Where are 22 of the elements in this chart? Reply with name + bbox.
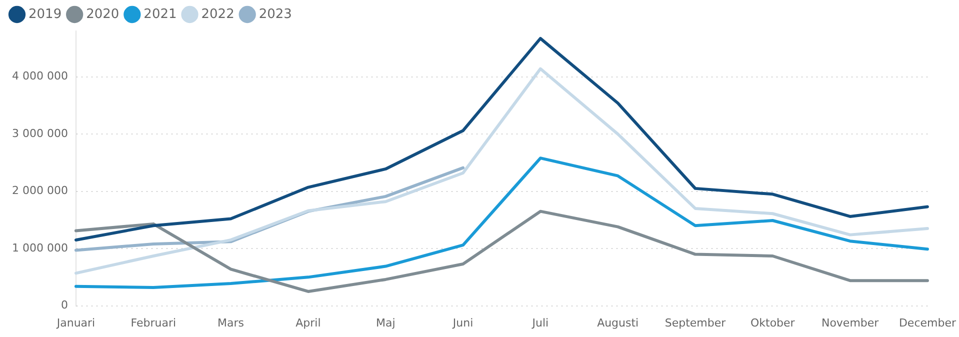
y-tick-label: 0 xyxy=(60,298,68,312)
x-tick-label: Maj xyxy=(376,316,396,330)
x-tick-label: September xyxy=(664,316,726,330)
x-tick-label: November xyxy=(821,316,880,330)
legend-label: 2019 xyxy=(28,6,62,22)
legend-label: 2020 xyxy=(86,6,120,22)
x-tick-label: Juli xyxy=(531,316,549,330)
x-tick-label: April xyxy=(296,316,321,330)
y-tick-label: 4 000 000 xyxy=(12,70,68,83)
x-tick-label: Juni xyxy=(452,316,474,330)
y-tick-label: 3 000 000 xyxy=(12,126,68,140)
x-tick-label: Mars xyxy=(218,316,244,330)
x-tick-label: Augusti xyxy=(597,316,639,330)
y-tick-label: 1 000 000 xyxy=(12,241,68,254)
legend-label: 2023 xyxy=(258,6,292,22)
x-tick-label: December xyxy=(898,316,956,330)
x-tick-label: Februari xyxy=(130,316,176,330)
x-tick-label: Oktober xyxy=(750,316,796,330)
x-tick-label: Januari xyxy=(56,316,96,330)
legend-label: 2022 xyxy=(201,6,234,22)
legend-label: 2021 xyxy=(144,6,177,22)
y-tick-label: 2 000 000 xyxy=(12,184,68,198)
